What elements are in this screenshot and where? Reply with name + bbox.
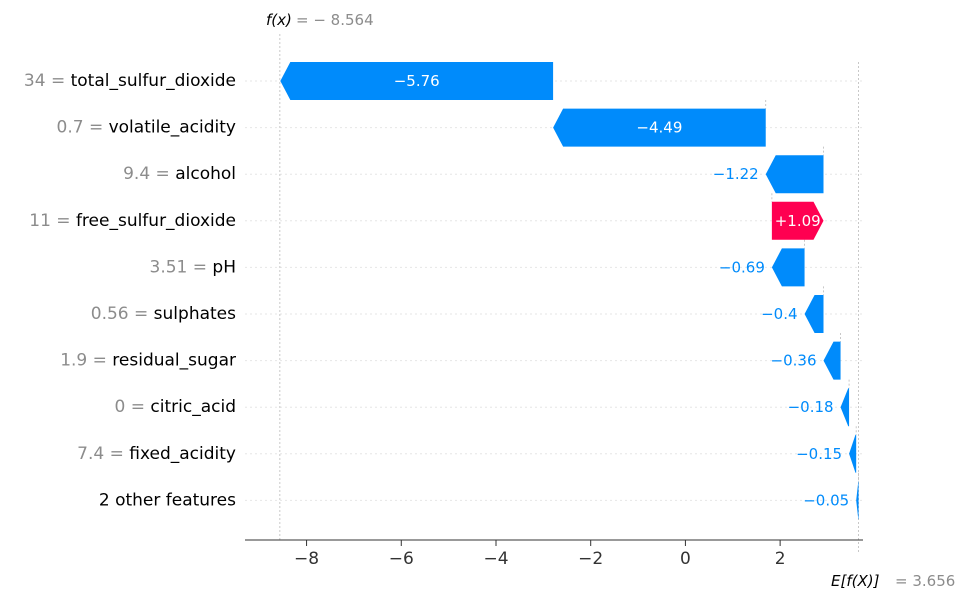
feature-name: free_sulfur_dioxide	[76, 211, 236, 231]
contribution-label: −5.76	[394, 72, 440, 90]
contribution-label: −0.69	[719, 258, 765, 276]
contribution-label: −1.22	[713, 165, 759, 183]
contribution-label: +1.09	[775, 212, 821, 230]
contribution-bar	[823, 341, 841, 380]
feature-label: 7.4 = fixed_acidity	[77, 444, 236, 464]
efx-value: = 3.656	[895, 572, 955, 590]
row-gridlines	[245, 80, 863, 501]
contribution-label: −0.4	[761, 305, 797, 323]
x-tick-label: 0	[680, 549, 691, 569]
contribution-bar	[804, 295, 824, 333]
contribution-bar	[840, 388, 850, 427]
contribution-bars	[280, 62, 859, 520]
feature-name: total_sulfur_dioxide	[71, 71, 236, 91]
contribution-bar	[849, 434, 857, 473]
feature-name: 2 other features	[99, 490, 236, 510]
contribution-label: −0.15	[796, 445, 842, 463]
feature-name: citric_acid	[150, 397, 236, 417]
x-tick-label: −8	[294, 549, 319, 569]
feature-value: 9.4 =	[123, 164, 175, 184]
feature-label: 0.56 = sulphates	[91, 304, 236, 324]
feature-value: 0 =	[115, 397, 151, 417]
contribution-bar	[771, 248, 805, 287]
x-axis: −8 −6 −4 −2 0 2	[245, 539, 863, 569]
contribution-bar	[856, 481, 859, 520]
efx-label: E[f(X)]	[831, 572, 880, 590]
x-tick-label: −6	[389, 549, 414, 569]
feature-value: 3.51 =	[150, 257, 213, 277]
feature-value: 1.9 =	[60, 351, 112, 371]
feature-value: 0.56 =	[91, 304, 154, 324]
contribution-bar	[553, 108, 766, 147]
fx-label: f(x)	[266, 11, 292, 29]
feature-value: 7.4 =	[77, 444, 129, 464]
contribution-bar	[280, 62, 554, 100]
feature-value: 34 =	[24, 71, 71, 91]
x-tick-label: −4	[483, 549, 508, 569]
contribution-label: −0.36	[771, 352, 817, 370]
feature-name: sulphates	[154, 304, 236, 324]
feature-label: 0.7 = volatile_acidity	[57, 118, 237, 138]
feature-label: 3.51 = pH	[150, 257, 236, 277]
feature-label: 0 = citric_acid	[115, 397, 236, 417]
feature-label: 1.9 = residual_sugar	[60, 351, 236, 371]
contribution-bar	[765, 155, 824, 194]
feature-name: alcohol	[175, 164, 236, 184]
feature-name: residual_sugar	[112, 351, 236, 371]
contribution-label: −4.49	[636, 119, 682, 137]
reference-lines	[279, 34, 859, 552]
feature-label: 11 = free_sulfur_dioxide	[29, 211, 236, 231]
feature-name: pH	[212, 257, 236, 277]
x-tick-label: −2	[578, 549, 603, 569]
fx-value: = − 8.564	[296, 11, 374, 29]
feature-name: volatile_acidity	[109, 118, 236, 138]
feature-value: 11 =	[29, 211, 76, 231]
feature-label: 2 other features	[99, 490, 236, 510]
feature-label: 34 = total_sulfur_dioxide	[24, 71, 236, 91]
contribution-bar	[771, 201, 824, 240]
feature-label: 9.4 = alcohol	[123, 164, 236, 184]
feature-labels: −5.76 34 = total_sulfur_dioxide −4.49 0.7 =…	[24, 71, 849, 510]
x-tick-label: 2	[775, 549, 786, 569]
contribution-label: −0.05	[803, 491, 849, 509]
feature-name: fixed_acidity	[129, 444, 236, 464]
contribution-label: −0.18	[788, 398, 834, 416]
feature-value: 0.7 =	[57, 118, 109, 138]
